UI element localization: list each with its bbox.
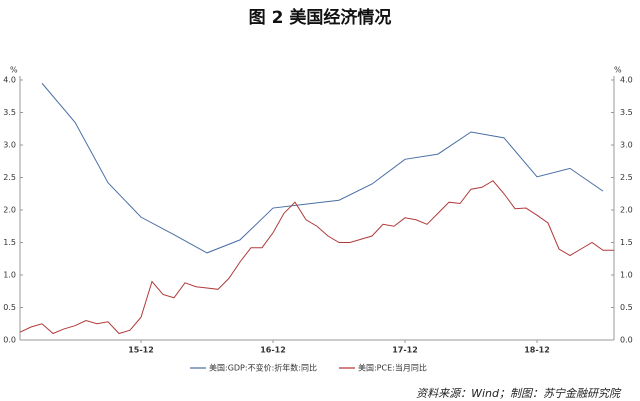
source-note: 资料来源：Wind；制图：苏宁金融研究院 [416, 387, 622, 400]
y-tick-label: 2.5 [3, 173, 16, 182]
y-unit: % [10, 66, 18, 75]
y-tick-label: 1.5 [3, 238, 16, 247]
x-tick-label: 15-12 [128, 346, 154, 355]
x-tick-label: 18-12 [524, 346, 550, 355]
y-tick-label: 2.5 [620, 173, 633, 182]
chart-title: 图 2 美国经济情况 [249, 7, 392, 28]
series-line [41, 82, 604, 254]
y-tick-label: 4.0 [3, 76, 16, 85]
legend-label: 美国:GDP:不变价:折年数:同比 [209, 363, 317, 373]
y-tick-label: 3.0 [620, 141, 633, 150]
y-tick-label: 2.0 [620, 206, 633, 215]
y-tick-label: 3.0 [3, 141, 16, 150]
legend-label: 美国:PCE:当月同比 [358, 363, 427, 373]
series-line [19, 180, 614, 335]
y-tick-label: 0.5 [620, 303, 633, 312]
y-tick-label: 0.5 [3, 303, 16, 312]
y-tick-label: 1.0 [3, 271, 16, 280]
y-tick-label: 2.0 [3, 206, 16, 215]
y2-unit: % [614, 66, 622, 75]
x-tick-label: 17-12 [392, 346, 418, 355]
y-tick-label: 1.0 [620, 271, 633, 280]
y-tick-label: 3.5 [620, 108, 633, 117]
y-tick-label: 0.0 [3, 336, 16, 345]
y-tick-label: 3.5 [3, 108, 16, 117]
y-tick-label: 0.0 [620, 336, 633, 345]
y-tick-label: 1.5 [620, 238, 633, 247]
y-tick-label: 4.0 [620, 76, 633, 85]
x-tick-label: 16-12 [260, 346, 286, 355]
